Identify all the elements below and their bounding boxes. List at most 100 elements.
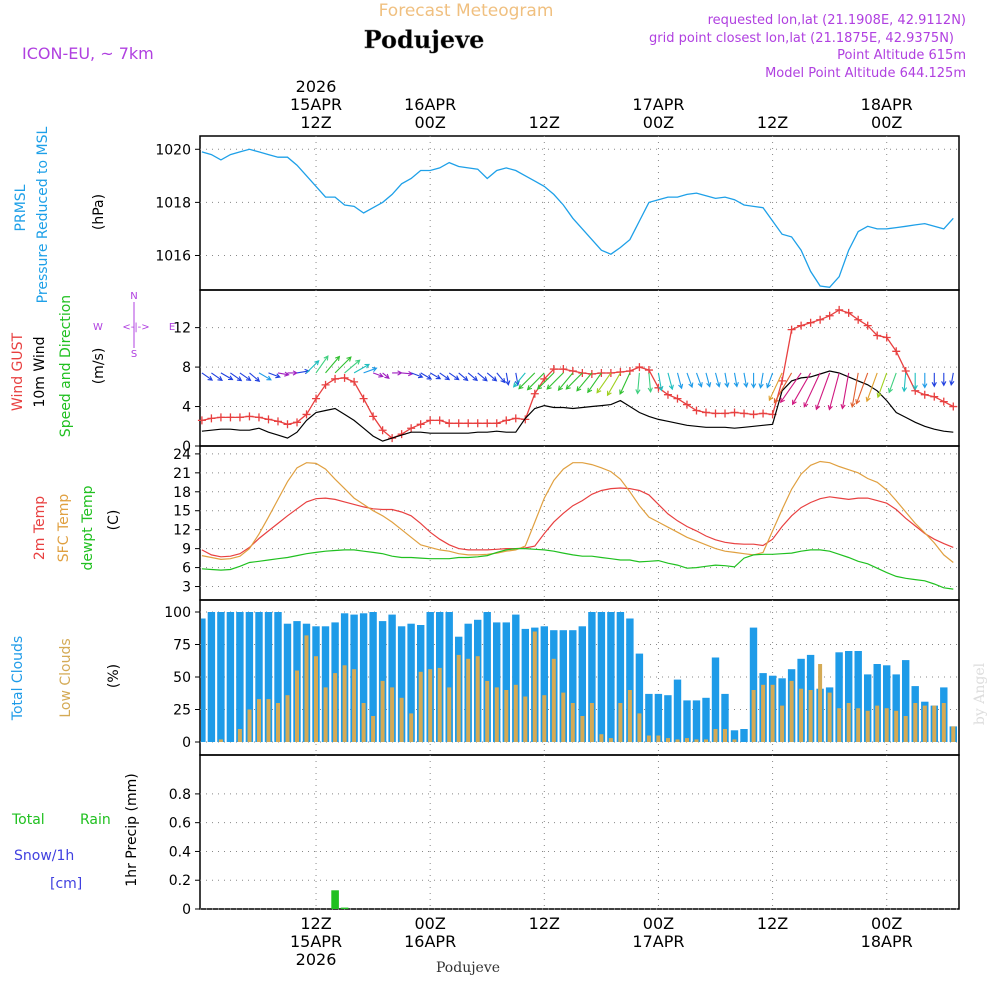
bottom-time-label: 12Z bbox=[529, 914, 560, 933]
rain-bar bbox=[340, 907, 349, 909]
wind-vector bbox=[546, 372, 564, 390]
total-cloud-bar bbox=[236, 612, 244, 742]
top-time-label: 00Z bbox=[871, 113, 902, 132]
wind-vector bbox=[401, 370, 414, 377]
total-cloud-bar bbox=[245, 612, 254, 742]
temp-sfc-line bbox=[201, 460, 954, 563]
low-cloud-bar bbox=[932, 705, 937, 742]
wind-vector bbox=[392, 370, 403, 376]
y-tick-label: 25 bbox=[173, 703, 191, 719]
y-tick-label: 1020 bbox=[155, 142, 191, 158]
wind-vector bbox=[840, 372, 850, 410]
low-cloud-bar bbox=[475, 656, 480, 742]
total-cloud-bar bbox=[255, 612, 263, 742]
total-cloud-bar bbox=[388, 614, 396, 742]
low-cloud-bar bbox=[580, 716, 585, 742]
gust-point bbox=[844, 308, 853, 317]
top-time-label: 2026 bbox=[296, 77, 337, 96]
gust-point bbox=[939, 397, 948, 406]
low-cloud-bar bbox=[304, 635, 309, 742]
label-precip-mm: 1hr Precip (mm) bbox=[124, 773, 140, 886]
wind-vector bbox=[486, 372, 498, 382]
wind-vector bbox=[277, 371, 290, 377]
low-cloud-bar bbox=[494, 687, 499, 742]
low-cloud-bar bbox=[485, 680, 490, 742]
gust-point bbox=[702, 408, 710, 417]
gust-point bbox=[759, 409, 768, 418]
wind-vector bbox=[512, 372, 526, 388]
gust-point bbox=[749, 410, 758, 419]
y-tick-label: 50 bbox=[173, 670, 191, 686]
wind-vector bbox=[695, 372, 703, 388]
wind-vector bbox=[249, 372, 261, 382]
wind-vector bbox=[344, 359, 361, 374]
low-cloud-bar bbox=[551, 658, 556, 742]
total-cloud-bar bbox=[588, 612, 596, 742]
gust-point bbox=[682, 400, 691, 409]
compass-south: S bbox=[131, 349, 137, 360]
gust-point bbox=[445, 419, 454, 428]
compass-east: E bbox=[169, 322, 175, 333]
model-altitude: Model Point Altitude 644.125m bbox=[765, 66, 966, 81]
wind-vector bbox=[448, 372, 460, 381]
gust-point bbox=[359, 394, 368, 403]
gust-point bbox=[644, 366, 653, 375]
low-cloud-bar bbox=[951, 726, 956, 742]
wind-vector bbox=[647, 372, 653, 393]
wind-vector bbox=[686, 372, 694, 389]
total-cloud-bar bbox=[407, 623, 415, 742]
low-cloud-bar bbox=[637, 713, 642, 742]
gust-point bbox=[197, 416, 206, 425]
gust-point bbox=[854, 315, 863, 324]
total-cloud-bar bbox=[873, 664, 881, 742]
wind-vector bbox=[505, 372, 511, 386]
total-cloud-bar bbox=[645, 693, 653, 742]
low-cloud-bar bbox=[884, 708, 889, 742]
gust-point bbox=[559, 365, 568, 374]
low-cloud-bar bbox=[656, 735, 661, 742]
wind-vector bbox=[758, 372, 764, 389]
gust-point bbox=[616, 368, 625, 377]
watermark: by Angel bbox=[972, 662, 988, 725]
total-cloud-bar bbox=[883, 665, 891, 742]
gust-point bbox=[673, 394, 682, 403]
wind-vector bbox=[306, 359, 320, 374]
wind-vector bbox=[596, 372, 612, 394]
panel-1: 0 4 8 12 bbox=[173, 289, 960, 455]
gust-point bbox=[321, 380, 330, 389]
low-cloud-bar bbox=[799, 688, 804, 742]
total-cloud-bar bbox=[835, 652, 843, 742]
wind-vector bbox=[705, 372, 712, 388]
wind-vector bbox=[420, 372, 433, 380]
low-cloud-bar bbox=[646, 735, 651, 742]
gust-point bbox=[473, 419, 482, 428]
y-tick-label: 24 bbox=[173, 447, 191, 463]
bottom-time-label: 00Z bbox=[415, 914, 446, 933]
total-cloud-bar bbox=[502, 622, 510, 742]
total-cloud-bar bbox=[359, 613, 368, 742]
wind-vector bbox=[518, 372, 536, 390]
wind-vector bbox=[733, 372, 739, 388]
total-cloud-bar bbox=[626, 618, 634, 742]
low-cloud-bar bbox=[342, 665, 347, 742]
total-cloud-bar bbox=[207, 612, 216, 742]
y-tick-label: 0 bbox=[182, 439, 191, 455]
wind-vector bbox=[258, 372, 272, 381]
low-cloud-bar bbox=[713, 729, 718, 742]
total-cloud-bar bbox=[635, 653, 644, 742]
gust-point bbox=[692, 406, 701, 415]
wind-vector bbox=[768, 372, 783, 402]
top-time-label: 12Z bbox=[300, 113, 331, 132]
wind-vector bbox=[536, 372, 555, 390]
panel-3: 0 25 50 75 100 bbox=[164, 599, 960, 756]
gust-point bbox=[416, 420, 425, 429]
gust-point bbox=[454, 419, 463, 428]
low-cloud-bar bbox=[627, 690, 632, 742]
model-label: ICON-EU, ~ 7km bbox=[22, 44, 154, 63]
gust-point bbox=[350, 377, 359, 386]
wind-vector bbox=[287, 370, 299, 376]
low-cloud-bar bbox=[399, 697, 404, 742]
grid-point-coords: grid point closest lon,lat (21.1875E, 42… bbox=[649, 31, 954, 46]
rain-bar bbox=[331, 890, 339, 909]
